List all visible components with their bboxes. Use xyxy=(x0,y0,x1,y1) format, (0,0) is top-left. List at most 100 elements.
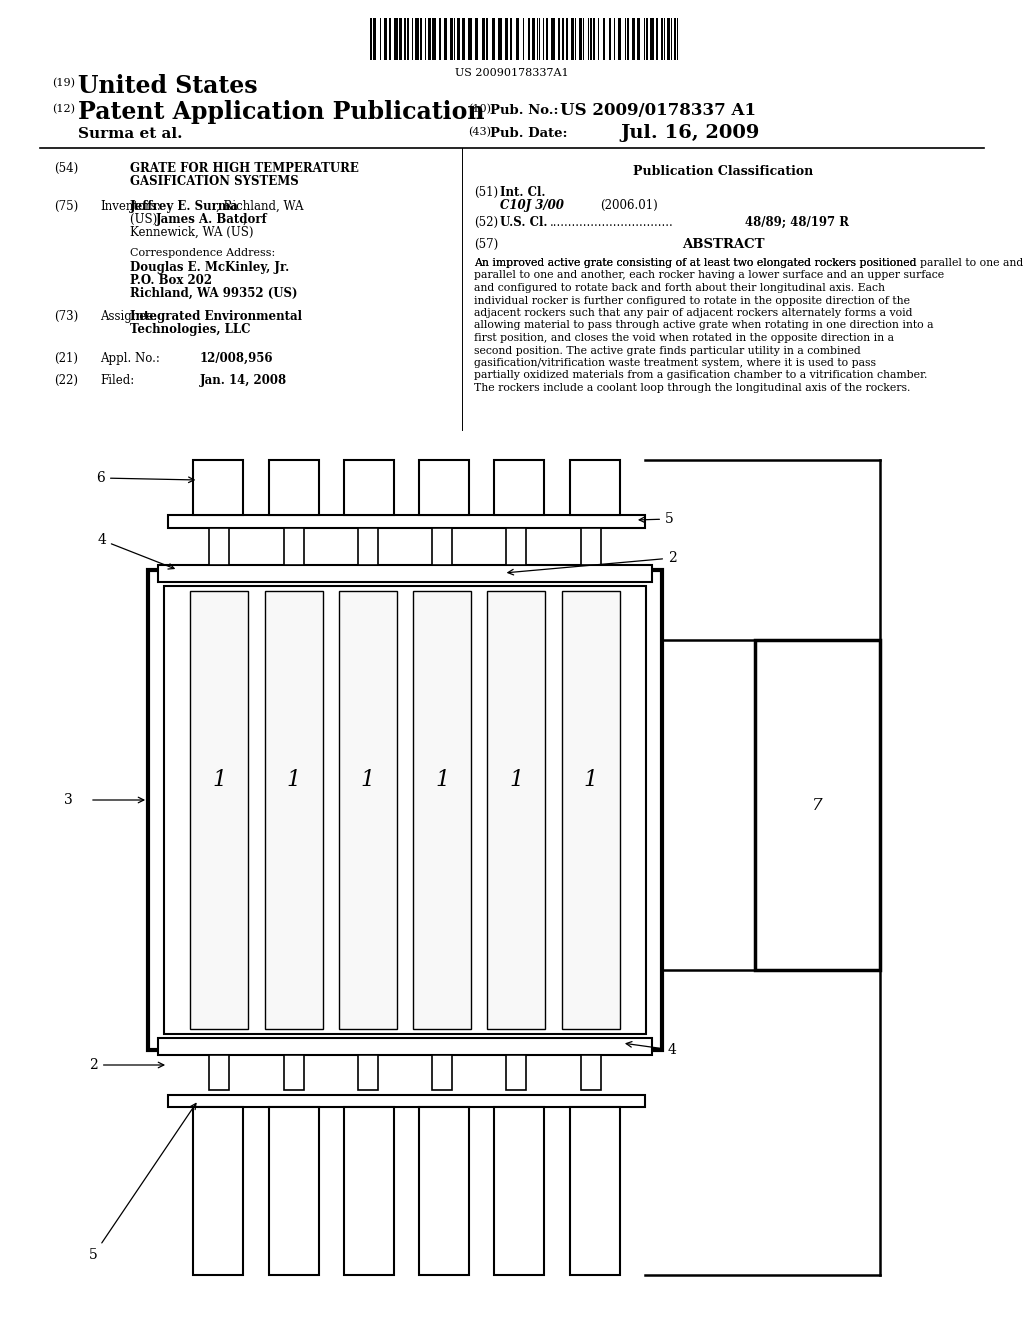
Text: , Richland, WA: , Richland, WA xyxy=(216,201,303,213)
Text: 1: 1 xyxy=(509,770,523,791)
Text: Richland, WA 99352 (US): Richland, WA 99352 (US) xyxy=(130,286,298,300)
Text: U.S. Cl.: U.S. Cl. xyxy=(500,216,548,228)
Bar xyxy=(507,528,526,565)
Bar xyxy=(755,640,880,970)
Bar xyxy=(370,18,372,59)
Bar xyxy=(158,1038,652,1055)
Bar xyxy=(428,18,431,59)
Bar xyxy=(432,18,436,59)
Bar xyxy=(558,18,560,59)
Bar xyxy=(662,18,663,59)
Bar xyxy=(650,18,654,59)
Text: Technologies, LLC: Technologies, LLC xyxy=(130,323,251,337)
Bar xyxy=(190,591,248,1030)
Bar xyxy=(482,18,485,59)
Bar xyxy=(148,570,662,1049)
Bar xyxy=(194,459,244,515)
Text: (52): (52) xyxy=(474,216,498,228)
Bar xyxy=(487,591,546,1030)
Text: 4: 4 xyxy=(97,533,174,569)
Bar xyxy=(579,18,582,59)
Text: 2: 2 xyxy=(508,550,677,576)
Bar xyxy=(420,18,422,59)
Bar xyxy=(268,459,318,515)
Bar xyxy=(450,18,453,59)
Bar xyxy=(419,1107,469,1275)
Text: (22): (22) xyxy=(54,374,78,387)
Bar xyxy=(618,18,621,59)
Bar xyxy=(384,18,387,59)
Text: ,: , xyxy=(243,213,247,226)
Text: 1: 1 xyxy=(212,770,226,791)
Bar xyxy=(264,591,323,1030)
Text: (21): (21) xyxy=(54,352,78,366)
Bar xyxy=(168,1096,645,1107)
Bar xyxy=(432,1055,453,1090)
Bar xyxy=(562,18,564,59)
Bar xyxy=(551,18,555,59)
Bar xyxy=(656,18,658,59)
Text: (19): (19) xyxy=(52,78,75,88)
Bar xyxy=(158,565,652,582)
Bar xyxy=(444,18,447,59)
Bar xyxy=(344,459,394,515)
Bar xyxy=(399,18,402,59)
Bar xyxy=(581,1055,601,1090)
Bar xyxy=(415,18,419,59)
Text: Kennewick, WA (US): Kennewick, WA (US) xyxy=(130,226,254,239)
Bar xyxy=(194,1107,244,1275)
Text: (75): (75) xyxy=(54,201,78,213)
Text: Int. Cl.: Int. Cl. xyxy=(500,186,546,199)
Text: Jul. 16, 2009: Jul. 16, 2009 xyxy=(620,124,760,143)
Bar xyxy=(546,18,548,59)
Text: 1: 1 xyxy=(287,770,301,791)
Bar xyxy=(419,459,469,515)
Text: James A. Batdorf: James A. Batdorf xyxy=(156,213,267,226)
Text: 5: 5 xyxy=(89,1104,196,1262)
Bar xyxy=(389,18,391,59)
Bar xyxy=(593,18,595,59)
Text: An improved active grate consisting of at least two elongated rockers positioned: An improved active grate consisting of a… xyxy=(474,257,916,268)
Bar xyxy=(404,18,406,59)
Bar xyxy=(581,528,601,565)
Bar xyxy=(164,586,646,1034)
Text: 48/89; 48/197 R: 48/89; 48/197 R xyxy=(745,216,849,228)
Text: (51): (51) xyxy=(474,186,498,199)
Text: (12): (12) xyxy=(52,104,75,115)
Text: 1: 1 xyxy=(435,770,450,791)
Text: (2006.01): (2006.01) xyxy=(600,199,657,213)
Bar xyxy=(562,591,620,1030)
Bar xyxy=(569,1107,620,1275)
Text: (54): (54) xyxy=(54,162,78,176)
Text: The rockers include a coolant loop through the longitudinal axis of the rockers.: The rockers include a coolant loop throu… xyxy=(474,383,910,393)
Bar xyxy=(495,459,545,515)
Text: GASIFICATION SYSTEMS: GASIFICATION SYSTEMS xyxy=(130,176,299,187)
Text: 12/008,956: 12/008,956 xyxy=(200,352,273,366)
Bar xyxy=(532,18,535,59)
Bar xyxy=(667,18,670,59)
Bar xyxy=(566,18,568,59)
Text: gasification/vitrification waste treatment system, where it is used to pass: gasification/vitrification waste treatme… xyxy=(474,358,876,368)
Text: Douglas E. McKinley, Jr.: Douglas E. McKinley, Jr. xyxy=(130,261,289,275)
Bar xyxy=(457,18,460,59)
Text: partially oxidized materials from a gasification chamber to a vitrification cham: partially oxidized materials from a gasi… xyxy=(474,371,928,380)
Text: 2: 2 xyxy=(89,1059,164,1072)
Bar xyxy=(439,18,441,59)
Bar xyxy=(507,1055,526,1090)
Bar xyxy=(357,1055,378,1090)
Bar xyxy=(339,591,397,1030)
Text: Jan. 14, 2008: Jan. 14, 2008 xyxy=(200,374,287,387)
Bar xyxy=(394,18,398,59)
Text: 1: 1 xyxy=(360,770,375,791)
Text: 5: 5 xyxy=(639,512,674,525)
Bar xyxy=(646,18,648,59)
Bar xyxy=(590,18,592,59)
Bar xyxy=(627,18,629,59)
Text: (73): (73) xyxy=(54,310,78,323)
Text: C10J 3/00: C10J 3/00 xyxy=(500,199,564,213)
Text: Pub. No.:: Pub. No.: xyxy=(490,104,558,117)
Text: first position, and closes the void when rotated in the opposite direction in a: first position, and closes the void when… xyxy=(474,333,894,343)
Bar xyxy=(344,1107,394,1275)
Text: Patent Application Publication: Patent Application Publication xyxy=(78,100,484,124)
Text: (43): (43) xyxy=(468,127,490,137)
